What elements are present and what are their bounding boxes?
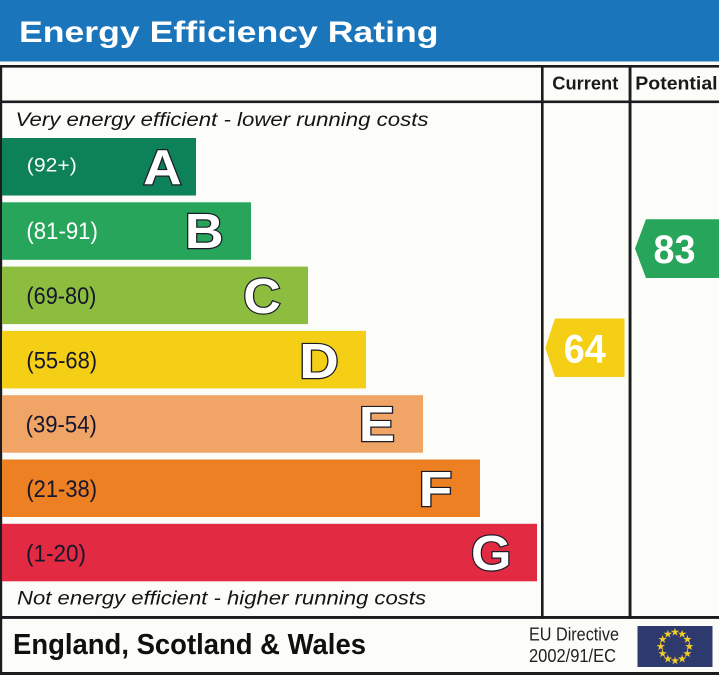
svg-text:England, Scotland & Wales: England, Scotland & Wales [13, 629, 366, 661]
svg-text:C: C [243, 268, 281, 323]
svg-text:D: D [299, 335, 339, 390]
svg-text:(69-80): (69-80) [26, 283, 96, 310]
svg-text:Very energy efficient - lower: Very energy efficient - lower running co… [16, 110, 430, 131]
svg-text:Current: Current [552, 74, 618, 94]
svg-text:EU Directive: EU Directive [529, 625, 619, 645]
svg-text:Energy Efficiency Rating: Energy Efficiency Rating [19, 16, 439, 49]
svg-text:(92+): (92+) [27, 155, 77, 176]
svg-text:(21-38): (21-38) [26, 476, 97, 503]
svg-text:2002/91/EC: 2002/91/EC [529, 646, 616, 666]
svg-text:64: 64 [564, 327, 607, 371]
svg-text:F: F [419, 463, 453, 517]
svg-text:Not energy efficient - higher: Not energy efficient - higher running co… [17, 589, 427, 610]
svg-text:Potential: Potential [635, 74, 717, 94]
svg-text:A: A [143, 140, 181, 195]
svg-text:E: E [359, 397, 395, 452]
svg-text:(1-20): (1-20) [26, 540, 86, 567]
svg-text:B: B [185, 203, 224, 258]
svg-text:(39-54): (39-54) [26, 412, 97, 439]
svg-text:83: 83 [654, 228, 696, 272]
svg-text:(81-91): (81-91) [26, 218, 98, 245]
svg-text:(55-68): (55-68) [26, 347, 97, 374]
svg-text:G: G [471, 525, 511, 580]
